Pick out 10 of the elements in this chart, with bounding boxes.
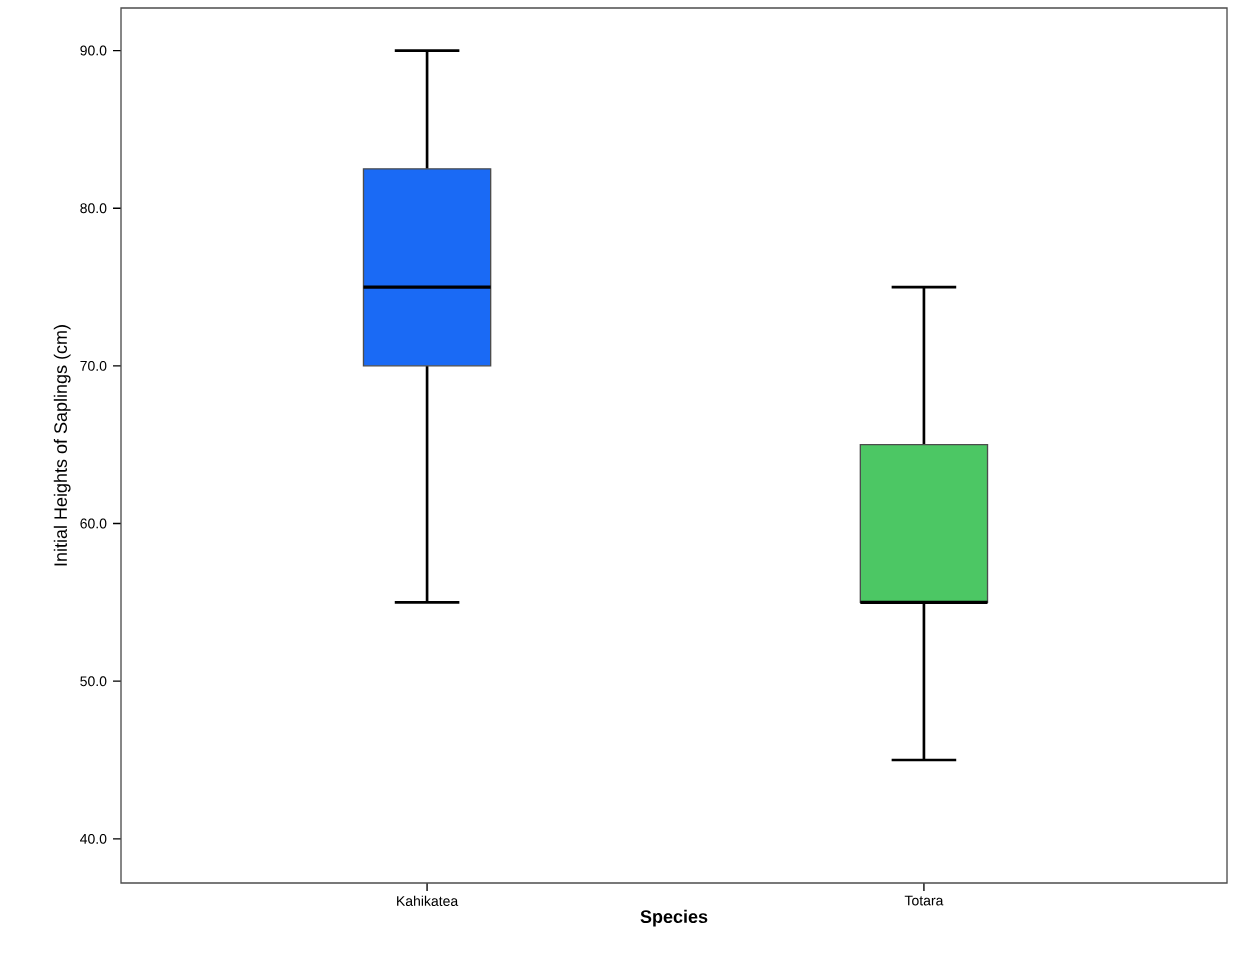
y-tick-label: 90.0	[80, 45, 107, 56]
y-tick-label: 40.0	[80, 833, 107, 844]
y-axis-title: Initial Heights of Saplings (cm)	[53, 325, 71, 566]
y-tick-label: 50.0	[80, 676, 107, 687]
y-tick-label: 60.0	[80, 518, 107, 529]
x-tick-label: Kahikatea	[397, 895, 459, 906]
y-tick-label: 80.0	[80, 203, 107, 214]
x-tick-label: Totara	[904, 895, 944, 906]
x-axis-title: Species	[640, 909, 708, 927]
y-tick-label: 70.0	[80, 360, 107, 371]
